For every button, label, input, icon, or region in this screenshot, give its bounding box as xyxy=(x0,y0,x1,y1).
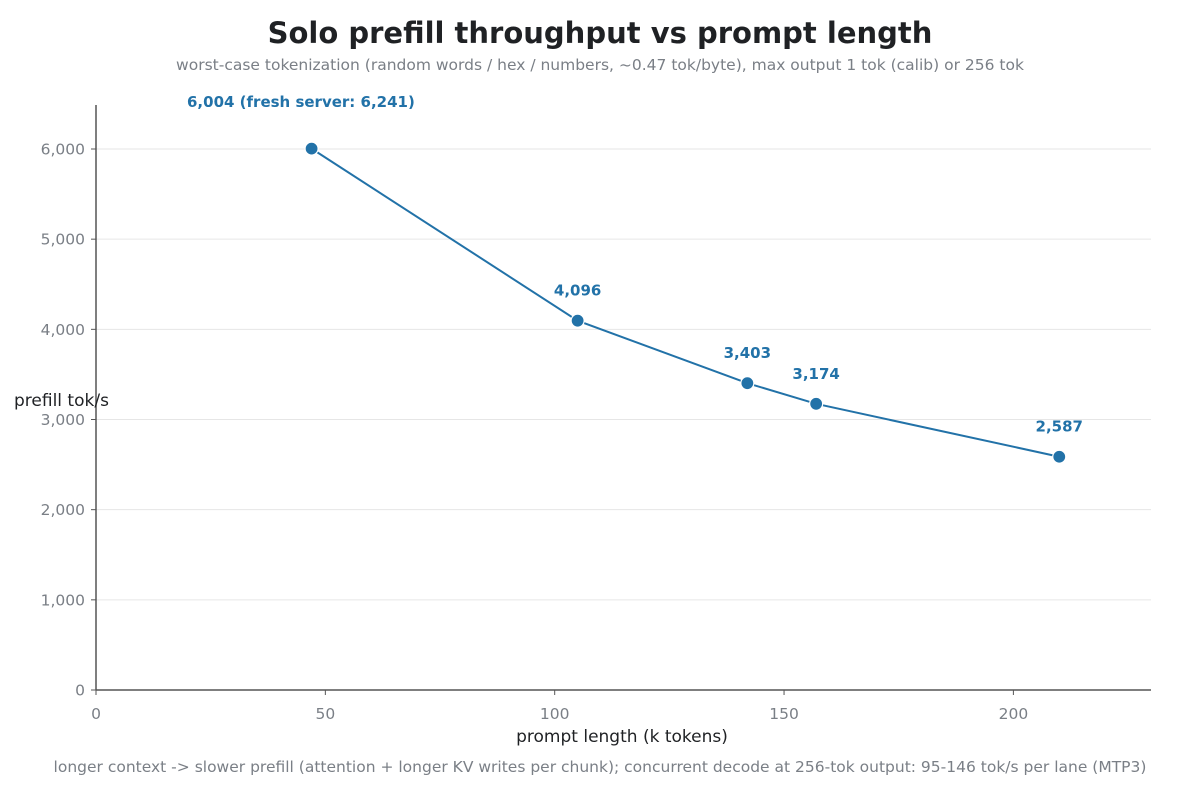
data-point xyxy=(570,313,585,328)
data-label: 3,403 xyxy=(724,344,771,362)
chart-subtitle: worst-case tokenization (random words / … xyxy=(176,56,1024,74)
chart-footnote: longer context -> slower prefill (attent… xyxy=(54,758,1147,776)
data-point xyxy=(740,376,755,391)
y-axis-label: prefill tok/s xyxy=(14,391,109,411)
y-tick-label: 4,000 xyxy=(41,321,85,339)
y-tick-label: 0 xyxy=(75,682,85,700)
data-point xyxy=(1052,449,1067,464)
y-tick-label: 5,000 xyxy=(41,231,85,249)
y-tick-label: 6,000 xyxy=(41,141,85,159)
data-point xyxy=(304,141,319,156)
x-tick-label: 150 xyxy=(769,705,799,723)
y-tick-label: 3,000 xyxy=(41,411,85,429)
y-tick-label: 2,000 xyxy=(41,501,85,519)
data-point xyxy=(809,396,824,411)
y-axis-ticks: 0 1,000 2,000 3,000 4,000 5,000 6,000 xyxy=(41,141,96,700)
data-label: 2,587 xyxy=(1036,418,1083,436)
data-label: 3,174 xyxy=(792,365,839,383)
axes xyxy=(95,105,1151,691)
x-tick-label: 50 xyxy=(315,705,335,723)
x-tick-label: 100 xyxy=(540,705,570,723)
x-tick-label: 0 xyxy=(91,705,101,723)
y-tick-label: 1,000 xyxy=(41,591,85,609)
x-tick-label: 200 xyxy=(999,705,1029,723)
data-label: 4,096 xyxy=(554,282,601,300)
x-axis-ticks: 0 50 100 150 200 xyxy=(91,690,1028,723)
gridlines xyxy=(96,148,1151,601)
data-label: 6,004 (fresh server: 6,241) xyxy=(187,93,415,111)
series-line xyxy=(311,147,1060,458)
series-group: 6,004 (fresh server: 6,241) 4,096 3,403 3,1… xyxy=(187,93,1083,464)
chart-title: Solo prefill throughput vs prompt length xyxy=(268,16,933,50)
x-axis-label: prompt length (k tokens) xyxy=(516,727,728,747)
